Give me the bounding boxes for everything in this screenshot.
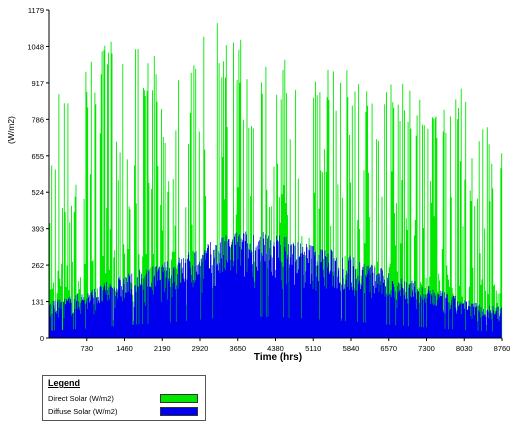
y-tick-label-393: 393 (31, 225, 44, 234)
y-tick-label-917: 917 (31, 79, 44, 88)
x-tick-label-6570: 6570 (380, 344, 397, 353)
legend-label-direct-solar: Direct Solar (W/m2) (48, 394, 114, 403)
axes (46, 9, 503, 341)
y-tick-label-786: 786 (31, 115, 44, 124)
legend-item-diffuse-solar: Diffuse Solar (W/m2) (48, 406, 200, 417)
x-tick-label-7300: 7300 (418, 344, 435, 353)
x-tick-label-2920: 2920 (192, 344, 209, 353)
y-tick-label-1048: 1048 (27, 42, 44, 51)
x-tick-label-3650: 3650 (229, 344, 246, 353)
x-axis-title: Time (hrs) (254, 352, 302, 363)
y-tick-label-1179: 1179 (28, 6, 44, 15)
y-tick-label-0: 0 (40, 334, 44, 343)
legend: Legend Direct Solar (W/m2) Diffuse Solar… (42, 375, 206, 421)
legend-swatch-direct-solar (160, 394, 198, 403)
x-tick-label-730: 730 (80, 344, 93, 353)
y-tick-label-262: 262 (31, 261, 44, 270)
x-tick-label-2190: 2190 (154, 344, 171, 353)
y-axis-title: (W/m2) (6, 116, 16, 144)
x-tick-labels: 730 1460 2190 2920 3650 4380 5110 5840 6570 7300 8… (80, 344, 510, 353)
x-tick-label-8760: 8760 (494, 344, 511, 353)
legend-swatch-diffuse-solar (160, 407, 198, 416)
x-tick-label-1460: 1460 (116, 344, 133, 353)
legend-title: Legend (48, 378, 81, 388)
x-tick-label-5110: 5110 (305, 344, 321, 353)
legend-item-direct-solar: Direct Solar (W/m2) (48, 393, 200, 404)
y-tick-label-655: 655 (31, 152, 44, 161)
x-tick-label-5840: 5840 (343, 344, 360, 353)
solar-chart: 0 131 262 393 524 655 786 917 1048 1179 730 1460 21… (6, 6, 511, 363)
x-tick-label-8030: 8030 (456, 344, 473, 353)
x-tick-label-4380: 4380 (267, 344, 284, 353)
y-tick-labels: 0 131 262 393 524 655 786 917 1048 1179 (27, 6, 44, 343)
legend-label-diffuse-solar: Diffuse Solar (W/m2) (48, 407, 118, 416)
y-tick-label-131: 131 (31, 298, 44, 307)
y-tick-label-524: 524 (31, 188, 44, 197)
